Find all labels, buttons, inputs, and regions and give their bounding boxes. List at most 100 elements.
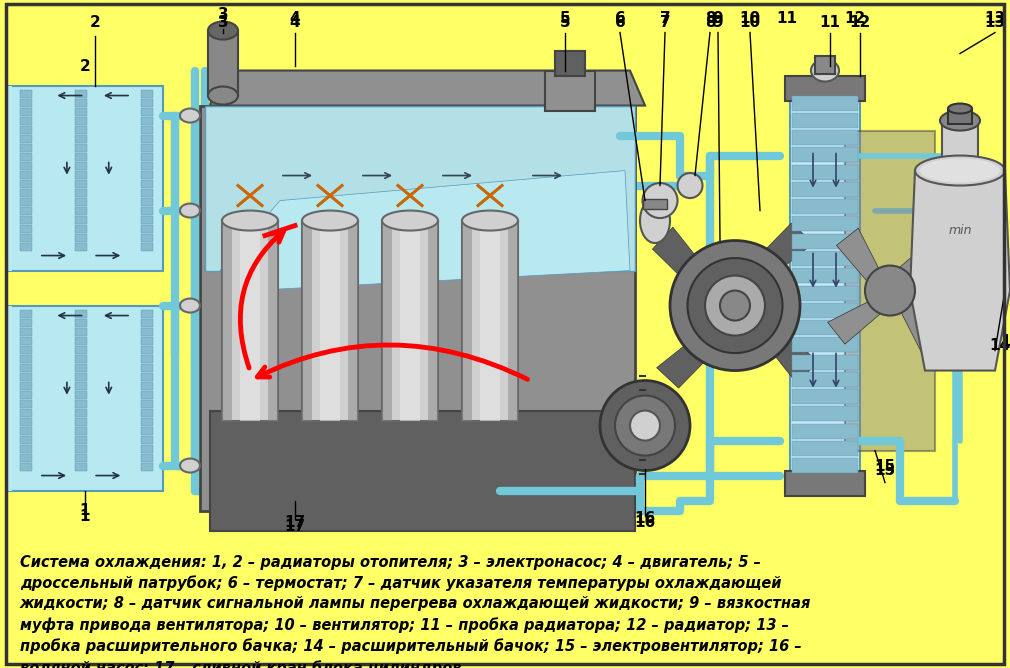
Text: 6: 6 [615, 15, 625, 30]
Bar [792, 285, 858, 301]
Bar [785, 470, 865, 496]
Bar [8, 468, 12, 490]
Text: 7: 7 [660, 11, 671, 25]
Text: 11: 11 [819, 15, 840, 30]
Bar [75, 391, 87, 399]
Bar [141, 418, 153, 426]
Bar [20, 198, 32, 206]
Bar [141, 198, 153, 206]
Ellipse shape [462, 210, 518, 230]
Bar [20, 116, 32, 124]
Bar [792, 371, 858, 387]
Bar [75, 224, 87, 232]
Text: 15: 15 [875, 458, 896, 474]
Bar [141, 309, 153, 317]
Bar [20, 134, 32, 142]
Ellipse shape [180, 108, 200, 122]
Bar [75, 345, 87, 353]
Bar [20, 363, 32, 371]
Ellipse shape [940, 110, 980, 130]
Bar [302, 220, 312, 421]
Polygon shape [890, 291, 943, 353]
Bar [462, 220, 518, 421]
Ellipse shape [208, 21, 238, 39]
Text: Система охлаждения: 1, 2 – радиаторы отопителя; 3 – электронасос; 4 – двигатель;: Система охлаждения: 1, 2 – радиаторы ото… [20, 554, 811, 668]
Ellipse shape [688, 258, 783, 353]
Text: 12: 12 [849, 15, 871, 30]
Bar [643, 198, 667, 208]
Ellipse shape [811, 59, 839, 81]
Text: 4: 4 [290, 15, 300, 30]
Bar [268, 220, 278, 421]
Bar [200, 106, 635, 510]
Bar [141, 144, 153, 152]
Bar [75, 108, 87, 116]
Bar [20, 309, 32, 317]
Bar [20, 381, 32, 389]
Polygon shape [652, 227, 735, 305]
Text: 4: 4 [290, 11, 300, 25]
Bar [75, 216, 87, 224]
Bar [75, 180, 87, 188]
Text: 17: 17 [285, 514, 306, 530]
Bar [141, 188, 153, 196]
Bar [141, 345, 153, 353]
Ellipse shape [180, 299, 200, 313]
Ellipse shape [208, 87, 238, 105]
Bar [792, 250, 858, 266]
Bar [75, 90, 87, 98]
Bar [792, 112, 858, 128]
Text: 9: 9 [713, 11, 723, 25]
Bar [942, 120, 978, 176]
Bar [20, 144, 32, 152]
Bar [75, 327, 87, 335]
Bar [75, 116, 87, 124]
Bar [792, 355, 858, 369]
Bar [141, 337, 153, 345]
Bar [792, 268, 858, 283]
Text: 13: 13 [985, 15, 1006, 30]
Bar [141, 108, 153, 116]
Bar [8, 201, 12, 224]
Text: 15: 15 [875, 463, 896, 478]
Bar [222, 220, 278, 421]
Bar [792, 405, 858, 421]
Bar [75, 126, 87, 134]
Bar [792, 130, 858, 144]
Bar [20, 90, 32, 98]
Bar [75, 170, 87, 178]
Bar [141, 327, 153, 335]
Polygon shape [890, 237, 952, 291]
Bar [75, 319, 87, 327]
Bar [792, 164, 858, 180]
Bar [222, 220, 232, 421]
Bar [790, 91, 860, 480]
Text: 3: 3 [218, 7, 228, 21]
Bar [785, 75, 865, 101]
Bar [20, 444, 32, 452]
Bar [141, 180, 153, 188]
Bar [205, 106, 635, 271]
Ellipse shape [640, 198, 670, 243]
Bar [20, 454, 32, 462]
Bar [141, 162, 153, 170]
Bar [320, 220, 340, 421]
Ellipse shape [678, 173, 703, 198]
Bar [8, 398, 12, 422]
Bar [141, 116, 153, 124]
Ellipse shape [600, 381, 690, 470]
Bar [75, 399, 87, 407]
Bar [75, 309, 87, 317]
Bar [75, 152, 87, 160]
Bar [141, 206, 153, 214]
Bar [792, 146, 858, 162]
Bar [20, 108, 32, 116]
Bar [208, 31, 238, 96]
Bar [141, 134, 153, 142]
Bar [75, 436, 87, 444]
Bar [302, 220, 358, 421]
Text: 7: 7 [660, 15, 671, 30]
Ellipse shape [382, 210, 438, 230]
Bar [141, 381, 153, 389]
Bar [75, 454, 87, 462]
